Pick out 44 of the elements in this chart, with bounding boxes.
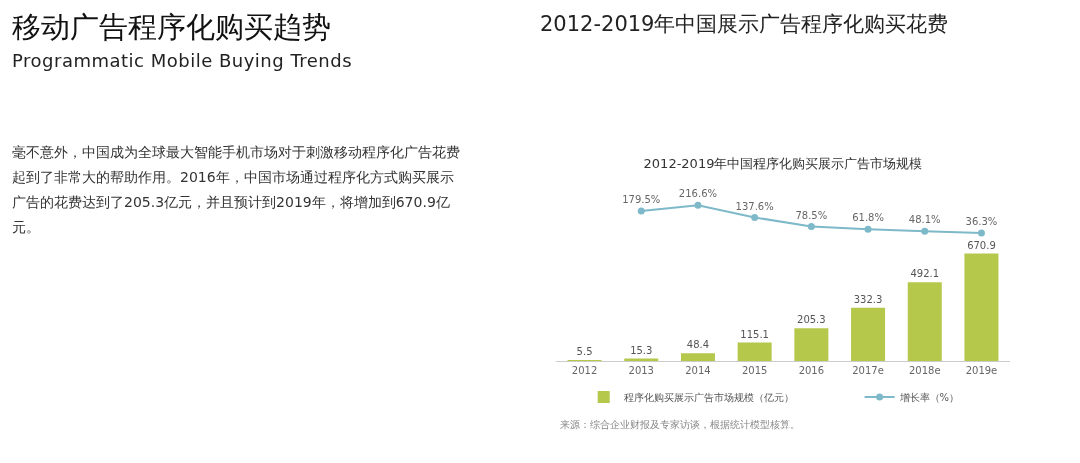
data-label: 115.1 (740, 328, 769, 340)
data-label: 61.8% (852, 212, 884, 224)
data-label: 492.1 (910, 268, 940, 280)
data-label: 48.4 (686, 339, 710, 351)
data-label: 15.3 (630, 344, 653, 356)
chart-title: 2012-2019年中国程序化购买展示广告市场规模 (643, 155, 923, 171)
data-label: 137.6% (735, 200, 774, 212)
data-label: 78.5% (795, 209, 828, 221)
point (751, 213, 759, 221)
point (921, 227, 929, 235)
legend-label: 增长率（%） (898, 391, 960, 403)
x-tick-label: 2015 (741, 365, 768, 376)
text: 毫不意外，中国成为全球最大智能手机市场对于刺激移动程序化广告花费起到了非常大的帮助作用。2016年，中国市场通过程序化方式购买展示广告的花费达到了205.3亿元，并且预计到2019年，将增加到670.9亿元。 (12, 143, 461, 237)
data-label: 332.3 (853, 293, 883, 305)
data-label: 216.6% (678, 188, 718, 200)
x-tick-label: 2019e (965, 365, 998, 376)
x-tick-label: 2017e (852, 365, 884, 376)
x-tick-label: 2014 (685, 365, 711, 376)
bar (680, 353, 715, 361)
bar (737, 342, 772, 361)
point (864, 225, 872, 233)
point (977, 229, 985, 237)
bar (964, 253, 999, 361)
data-label: 205.3 (797, 314, 826, 326)
text: 2012-2019年中国展示广告程序化购买花费 (540, 11, 949, 38)
bar (907, 282, 942, 361)
x-tick-label: 2016 (798, 365, 825, 376)
point (807, 223, 815, 231)
legend-label: 程序化购买展示广告市场规模（亿元） (623, 391, 794, 403)
point (637, 207, 645, 215)
data-label: 670.9 (967, 239, 996, 251)
data-label: 5.5 (576, 346, 593, 358)
data-label: 179.5% (622, 194, 661, 206)
point (694, 201, 702, 209)
bar (794, 328, 829, 361)
x-tick-label: 2013 (628, 365, 654, 376)
text: Programmatic Mobile Buying Trends (12, 50, 353, 71)
data-label: 48.1% (908, 214, 941, 226)
text: 移动广告程序化购买趋势 (12, 9, 331, 46)
source-note: 来源：综合企业财报及专家访谈，根据统计模型核算。 (560, 418, 800, 432)
data-label: 36.3% (965, 216, 998, 228)
bar (851, 307, 886, 361)
x-tick-label: 2018e (908, 365, 941, 376)
x-tick-label: 2012 (571, 365, 598, 376)
